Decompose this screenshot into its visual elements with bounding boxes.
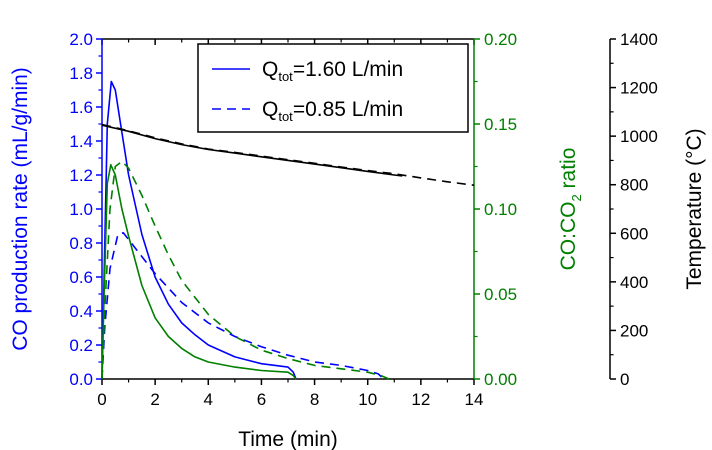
temp-tick-label: 200 — [620, 321, 648, 340]
temp-tick-label: 800 — [620, 176, 648, 195]
temp-tick-label: 1200 — [620, 79, 658, 98]
x-tick-label: 8 — [310, 390, 319, 409]
x-tick-label: 10 — [358, 390, 377, 409]
series-ratio-solid-line — [101, 164, 297, 380]
legend-label-0: Qtot=1.60 L/min — [262, 58, 403, 84]
x-tick-label: 14 — [465, 390, 484, 409]
x-tick-label: 6 — [257, 390, 266, 409]
series-co_rate-solid-line — [101, 80, 297, 380]
ratio-tick-label: 0.10 — [484, 200, 517, 219]
co_rate-tick-label: 0.8 — [69, 234, 93, 253]
co-rate-axis-title: CO production rate (mL/g/min) — [9, 67, 32, 351]
co_rate-tick-label: 1.2 — [69, 166, 93, 185]
ratio-axis-title: CO:CO2 ratio — [557, 148, 584, 271]
temp-tick-label: 0 — [620, 370, 629, 389]
ratio-tick-label: 0.15 — [484, 115, 517, 134]
temp-tick-label: 1000 — [620, 127, 658, 146]
legend-label-1: Qtot=0.85 L/min — [262, 98, 403, 124]
series-co_rate-dashed-line — [101, 232, 385, 380]
x-tick-label: 4 — [204, 390, 213, 409]
series-ratio-dashed-line — [101, 160, 390, 380]
ratio-tick-label: 0.00 — [484, 370, 517, 389]
axes-layer: 0 2 4 6 8 10 12 14 Time (min) 0.0 0.2 0.4 0.6 0.8 1.0 1… — [9, 30, 706, 450]
series-layer — [101, 80, 475, 380]
series-temp-dashed-line — [101, 123, 475, 186]
temperature-axis-title: Temperature (°C) — [683, 128, 706, 289]
co_rate-tick-label: 0.4 — [69, 302, 93, 321]
legend-box — [197, 43, 469, 133]
ratio-tick-label: 0.20 — [484, 30, 517, 49]
x-axis-title: Time (min) — [238, 428, 338, 450]
co_rate-tick-label: 1.0 — [69, 200, 93, 219]
x-tick-label: 0 — [97, 390, 106, 409]
temp-tick-label: 600 — [620, 224, 648, 243]
co_rate-tick-label: 2.0 — [69, 30, 93, 49]
co_rate-tick-label: 1.8 — [69, 64, 93, 83]
ratio-tick-label: 0.05 — [484, 285, 517, 304]
co_rate-tick-label: 1.4 — [69, 132, 93, 151]
x-tick-label: 12 — [411, 390, 430, 409]
legend: Qtot=1.60 L/min Qtot=0.85 L/min — [197, 43, 469, 133]
co_rate-tick-label: 0.2 — [69, 336, 93, 355]
temp-tick-label: 400 — [620, 273, 648, 292]
co_rate-tick-label: 0.0 — [69, 370, 93, 389]
temp-tick-label: 1400 — [620, 30, 658, 49]
co_rate-tick-label: 0.6 — [69, 268, 93, 287]
co_rate-tick-label: 1.6 — [69, 98, 93, 117]
x-tick-label: 2 — [150, 390, 159, 409]
